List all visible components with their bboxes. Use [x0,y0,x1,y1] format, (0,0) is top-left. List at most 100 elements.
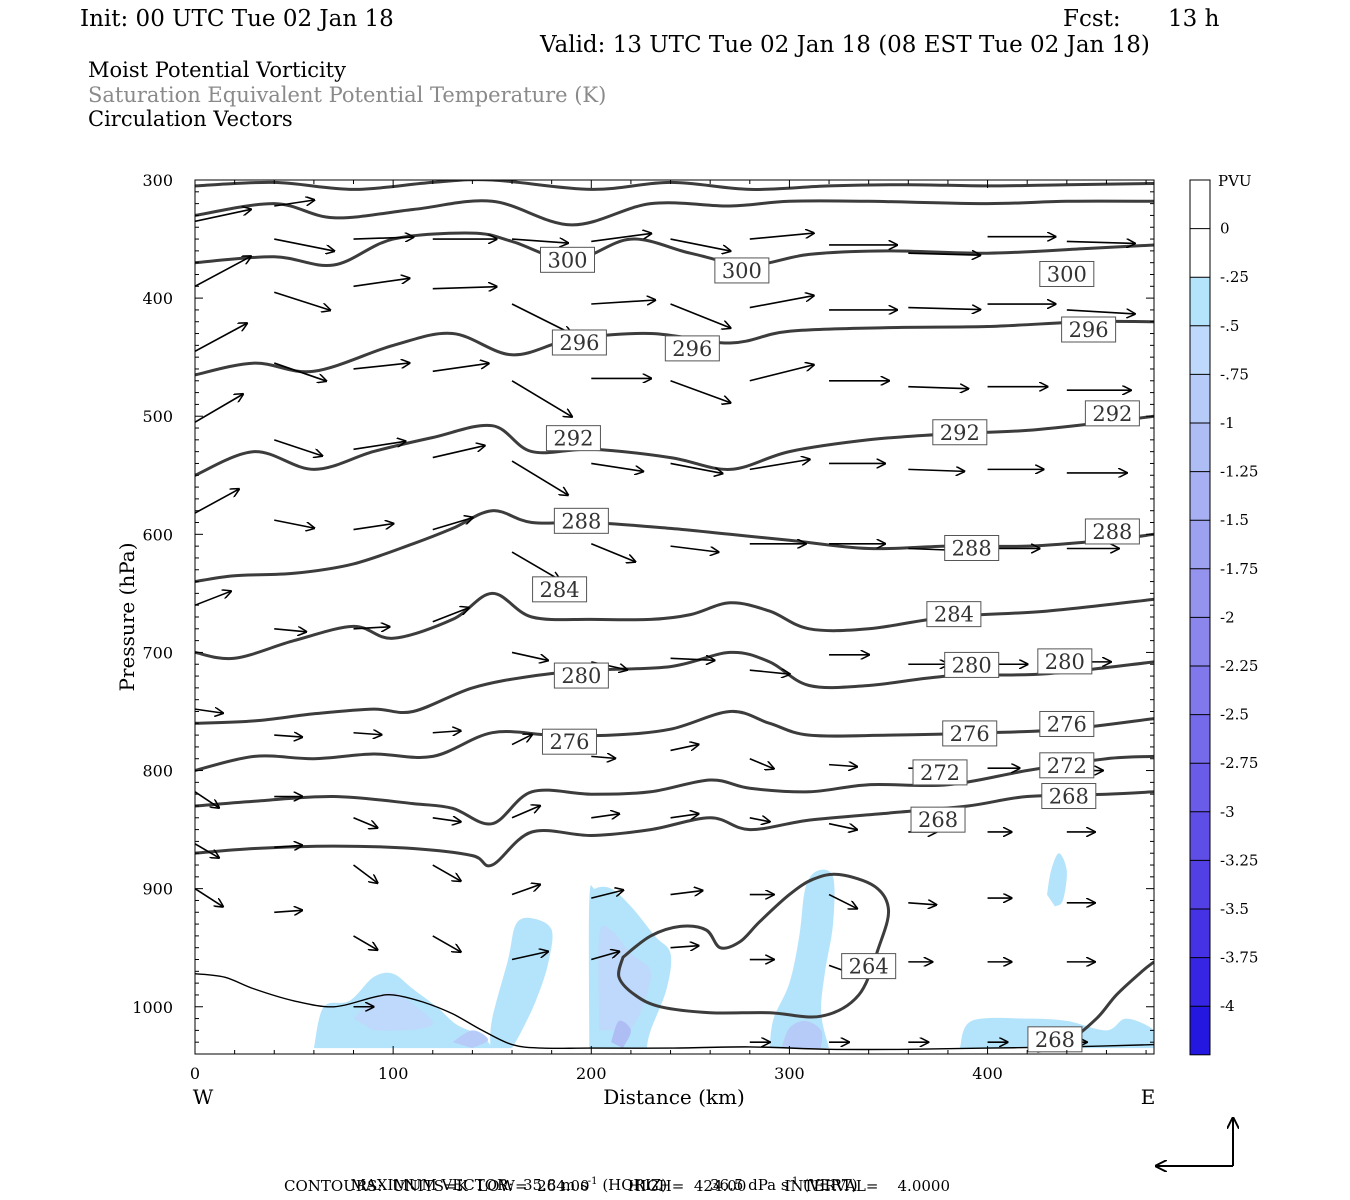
circulation-vector [749,818,770,822]
max-vector-horiz: 35.8 m s [522,1176,588,1194]
contour-label-box [541,728,597,755]
contour-label-text: 264 [849,955,889,979]
contour-label-box [926,601,982,628]
max-vector-horiz-tail: (HORIZ) [602,1176,668,1194]
isentrope-line [195,231,1154,268]
circulation-vector [511,952,548,961]
contour-label-box [910,806,966,833]
circulation-vector [908,469,964,471]
contour-label-text: 296 [559,331,599,355]
circulation-vector [511,239,568,243]
circulation-vector [1066,241,1135,243]
contour-label-box [841,953,897,980]
circulation-vector [274,439,322,456]
circulation-vector [195,591,231,606]
circulation-vector [908,903,936,905]
axes: 300 400 500 600 700 800 900 1000 0 100 200 300 400 [132,171,1154,1083]
colorbar-swatch [1190,957,1210,1007]
max-vector-label: MAXIMUM VECTOR: [350,1176,514,1194]
circulation-vector [749,296,814,309]
contour-label: 300 [1039,260,1095,287]
contour-label-text: 280 [1045,650,1085,674]
max-vector-vert: 36.5 dPa s [709,1176,789,1194]
circulation-vector [511,303,572,334]
terrain-line [194,973,1155,1051]
isentrope-line [195,414,1154,477]
mpv-region [769,869,835,1049]
circulation-vector [195,887,223,907]
contour-label: 296 [664,335,720,362]
circulation-vector [195,709,223,713]
contour-label-text: 288 [561,509,601,533]
y-tick-label: 800 [142,762,173,781]
y-tick-label: 700 [142,643,173,662]
circulation-vector [274,845,302,847]
colorbar-label: 0 [1220,220,1230,238]
circulation-vector [511,460,568,495]
colorbar-label: -3 [1220,803,1235,821]
circulation-vector [432,287,497,289]
circulation-vector [749,757,774,769]
circulation-vector [670,891,703,895]
contour-label-text: 288 [952,536,992,560]
contour-label-text: 300 [722,259,762,283]
colorbar-label: -2 [1220,608,1235,626]
colorbar-label: -1.5 [1220,511,1249,529]
circulation-vector [591,462,643,471]
colorbar-label: -3.25 [1220,851,1258,869]
isentrope-line [195,650,1154,725]
circulation-vector [353,278,410,288]
contour-label-text: 296 [672,337,712,361]
circulation-vector [511,885,540,896]
contour-label-box [664,335,720,362]
contour-label: 268 [910,806,966,833]
circulation-vector [591,814,619,818]
y-tick-label: 400 [142,289,173,308]
circulation-vector [432,363,489,373]
contour-label-text: 272 [1047,754,1087,778]
circulation-vector [828,822,857,830]
circulation-vector [1066,310,1135,314]
forecast-label: Fcst: [1063,6,1121,32]
colorbar-unit: PVU [1218,172,1252,190]
circulation-vector [432,608,469,623]
contour-label-text: 280 [561,664,601,688]
contour-labels: 300 300 300 296 296 296 292 292 292 288 288 288 284 2… [532,246,1140,1053]
circulation-vector [353,627,390,629]
circulation-vector [353,864,378,883]
circulation-vector [670,462,723,473]
colorbar-label: -.75 [1220,365,1249,383]
contour-label: 288 [944,534,1000,561]
colorbar-label: -2.75 [1220,754,1258,772]
pvu-colorbar: 0 -.25 -.5 -.75 -1 -1.25 -1.5 -1.75 -2 -2.25 -2.5 -… [1189,179,1258,1056]
contour-label: 284 [532,576,588,603]
contour-label-text: 288 [1092,520,1132,544]
contour-label: 296 [1061,316,1117,343]
circulation-vector [749,365,814,382]
contour-info: CONTOURS: UNITS=K LOW= 264.00 HIGH= 424.… [284,1177,950,1195]
contour-label-text: 272 [920,761,960,785]
colorbar-swatch [1190,860,1210,909]
x-axis-title: Distance (km) [603,1085,745,1109]
colorbar-label: -2.25 [1220,657,1258,675]
circulation-vector [432,818,461,822]
isentrope-line [195,754,1154,826]
contour-label-box [1039,260,1095,287]
forecast-hour: 13 h [1168,6,1220,32]
contour-label-box [545,425,601,452]
contour-label: 292 [932,419,988,446]
x-end-right-label: E [1141,1085,1156,1109]
field-title-vectors: Circulation Vectors [88,107,293,131]
colorbar-label: -2.5 [1220,706,1249,724]
contour-label-box [1084,400,1140,427]
contour-label-box [1039,710,1095,737]
x-tick-label: 400 [972,1064,1003,1083]
circulation-vector [432,446,485,459]
circulation-vector [353,935,378,950]
circulation-vector [670,946,699,948]
contour-label-text: 276 [549,730,589,754]
contour-label-text: 300 [1047,262,1087,286]
contour-label-text: 280 [952,653,992,677]
circulation-vector [353,441,406,451]
y-tick-label: 500 [142,407,173,426]
